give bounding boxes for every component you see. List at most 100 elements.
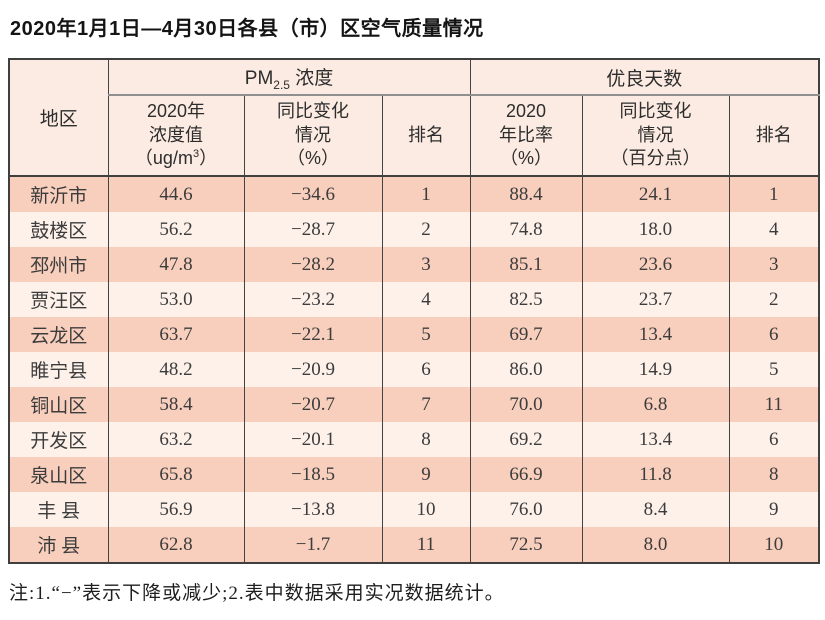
table-row: 沛 县 62.8 −1.7 11 72.5 8.0 10 — [8, 527, 820, 563]
pm25-rank-cell: 7 — [381, 387, 471, 422]
good-days-change-cell: 23.6 — [581, 247, 730, 282]
table-row: 铜山区 58.4 −20.7 7 70.0 6.8 11 — [8, 387, 820, 422]
pm25-change-cell: −28.2 — [243, 247, 383, 282]
pm25-rank-cell: 3 — [381, 247, 471, 282]
pm25-value-cell: 44.6 — [107, 176, 245, 212]
table-row: 新沂市 44.6 −34.6 1 88.4 24.1 1 — [8, 176, 820, 212]
good-days-rate-cell: 74.8 — [469, 212, 583, 247]
pm25-value-cell: 56.2 — [107, 212, 245, 247]
good-days-rate-cell: 88.4 — [469, 176, 583, 212]
good-days-rate-cell: 76.0 — [469, 492, 583, 527]
table-row: 云龙区 63.7 −22.1 5 69.7 13.4 6 — [8, 317, 820, 352]
good-days-rate-cell: 66.9 — [469, 457, 583, 492]
pm25-rank-cell: 4 — [381, 282, 471, 317]
pm25-value-unit: （ug/m3） — [109, 147, 244, 170]
pm25-change-cell: −34.6 — [243, 176, 383, 212]
pm25-rank-cell: 6 — [381, 352, 471, 387]
unit-suffix: ） — [199, 148, 218, 169]
pm25-value-cell: 63.7 — [107, 317, 245, 352]
region-cell: 睢宁县 — [8, 352, 109, 387]
good-days-rank-cell: 6 — [728, 317, 820, 352]
unit-superscript: 3 — [192, 148, 200, 161]
good-days-rank-cell: 3 — [728, 247, 820, 282]
footnote: 注:1.“−”表示下降或减少;2.表中数据采用实况数据统计。 — [9, 583, 505, 604]
article-page: 2020年1月1日—4月30日各县（市）区空气质量情况 地区 PM2.5 浓度 … — [8, 18, 821, 604]
pm25-change-cell: −20.9 — [243, 352, 383, 387]
table-row: 鼓楼区 56.2 −28.7 2 74.8 18.0 4 — [8, 212, 820, 247]
pm25-value-cell: 47.8 — [107, 247, 245, 282]
good-days-change-cell: 13.4 — [581, 317, 730, 352]
table-row: 开发区 63.2 −20.1 8 69.2 13.4 6 — [8, 422, 820, 457]
region-cell: 邳州市 — [8, 247, 109, 282]
pm25-value-cell: 65.8 — [107, 457, 245, 492]
region-cell: 丰 县 — [8, 492, 109, 527]
good-days-rank-cell: 5 — [728, 352, 820, 387]
good-days-rate-cell: 86.0 — [469, 352, 583, 387]
good-days-change-cell: 8.0 — [581, 527, 730, 563]
pm25-label-subscript: 2.5 — [273, 77, 290, 92]
pm25-rank-cell: 9 — [381, 457, 471, 492]
pm25-change-cell: −28.7 — [243, 212, 383, 247]
region-cell: 开发区 — [8, 422, 109, 457]
header-sub-row: 2020年 浓度值 （ug/m3） 同比变化 情况 （%） 排名 2020 年比率… — [9, 95, 820, 176]
region-cell: 泉山区 — [8, 457, 109, 492]
pm25-change-cell: −18.5 — [243, 457, 383, 492]
pm25-change-cell: −13.8 — [243, 492, 383, 527]
pm25-change-cell: −23.2 — [243, 282, 383, 317]
col-header-pm25-change: 同比变化 情况 （%） — [243, 95, 383, 176]
pm25-rank-cell: 1 — [381, 176, 471, 212]
pm25-change-cell: −1.7 — [243, 527, 383, 563]
good-days-rank-cell: 1 — [728, 176, 820, 212]
col-header-pm25-rank: 排名 — [381, 95, 471, 176]
region-cell: 铜山区 — [8, 387, 109, 422]
region-cell: 新沂市 — [8, 176, 109, 212]
good-days-rank-cell: 2 — [728, 282, 820, 317]
col-group-pm25: PM2.5 浓度 — [107, 59, 471, 96]
air-quality-table: 地区 PM2.5 浓度 优良天数 2020年 浓度值 （ug/m3） 同比变化 情… — [8, 58, 821, 564]
table-row: 丰 县 56.9 −13.8 10 76.0 8.4 9 — [8, 492, 820, 527]
header-group-row: 地区 PM2.5 浓度 优良天数 — [8, 59, 820, 176]
pm25-rank-cell: 10 — [381, 492, 471, 527]
good-days-change-cell: 6.8 — [581, 387, 730, 422]
pm25-value-cell: 63.2 — [107, 422, 245, 457]
pm25-value-header-lines: 2020年 浓度值 — [146, 101, 206, 145]
good-days-rank-cell: 10 — [728, 527, 820, 563]
good-days-change-cell: 13.4 — [581, 422, 730, 457]
pm25-rank-cell: 2 — [381, 212, 471, 247]
good-days-rate-cell: 72.5 — [469, 527, 583, 563]
unit-prefix: （ug/m — [134, 148, 193, 169]
pm25-rank-cell: 11 — [381, 527, 471, 563]
good-days-change-cell: 11.8 — [581, 457, 730, 492]
good-days-change-cell: 18.0 — [581, 212, 730, 247]
region-cell: 云龙区 — [8, 317, 109, 352]
table-header: 地区 PM2.5 浓度 优良天数 2020年 浓度值 （ug/m3） 同比变化 情… — [8, 59, 820, 176]
good-days-rank-cell: 11 — [728, 387, 820, 422]
pm25-change-cell: −22.1 — [243, 317, 383, 352]
good-days-change-cell: 23.7 — [581, 282, 730, 317]
pm25-rank-cell: 8 — [381, 422, 471, 457]
good-days-rate-cell: 69.7 — [469, 317, 583, 352]
col-header-good-days-change: 同比变化 情况 （百分点） — [581, 95, 730, 176]
good-days-rank-cell: 9 — [728, 492, 820, 527]
pm25-value-cell: 53.0 — [107, 282, 245, 317]
region-cell: 鼓楼区 — [8, 212, 109, 247]
good-days-rate-cell: 82.5 — [469, 282, 583, 317]
pm25-value-cell: 56.9 — [107, 492, 245, 527]
pm25-change-cell: −20.7 — [243, 387, 383, 422]
table-row: 贾汪区 53.0 −23.2 4 82.5 23.7 2 — [8, 282, 820, 317]
pm25-change-cell: −20.1 — [243, 422, 383, 457]
pm25-value-cell: 48.2 — [107, 352, 245, 387]
table-body: 新沂市 44.6 −34.6 1 88.4 24.1 1 鼓楼区 56.2 −28.7 2 74.8 1… — [8, 176, 820, 563]
pm25-label-suffix: 浓度 — [289, 67, 334, 89]
region-cell: 贾汪区 — [8, 282, 109, 317]
table-row: 睢宁县 48.2 −20.9 6 86.0 14.9 5 — [8, 352, 820, 387]
good-days-change-cell: 24.1 — [581, 176, 730, 212]
good-days-rank-cell: 6 — [728, 422, 820, 457]
good-days-rate-cell: 85.1 — [469, 247, 583, 282]
table-row: 泉山区 65.8 −18.5 9 66.9 11.8 8 — [8, 457, 820, 492]
good-days-rank-cell: 8 — [728, 457, 820, 492]
pm25-value-cell: 62.8 — [107, 527, 245, 563]
pm25-value-cell: 58.4 — [107, 387, 245, 422]
pm25-rank-cell: 5 — [381, 317, 471, 352]
col-group-good-days: 优良天数 — [469, 59, 820, 96]
